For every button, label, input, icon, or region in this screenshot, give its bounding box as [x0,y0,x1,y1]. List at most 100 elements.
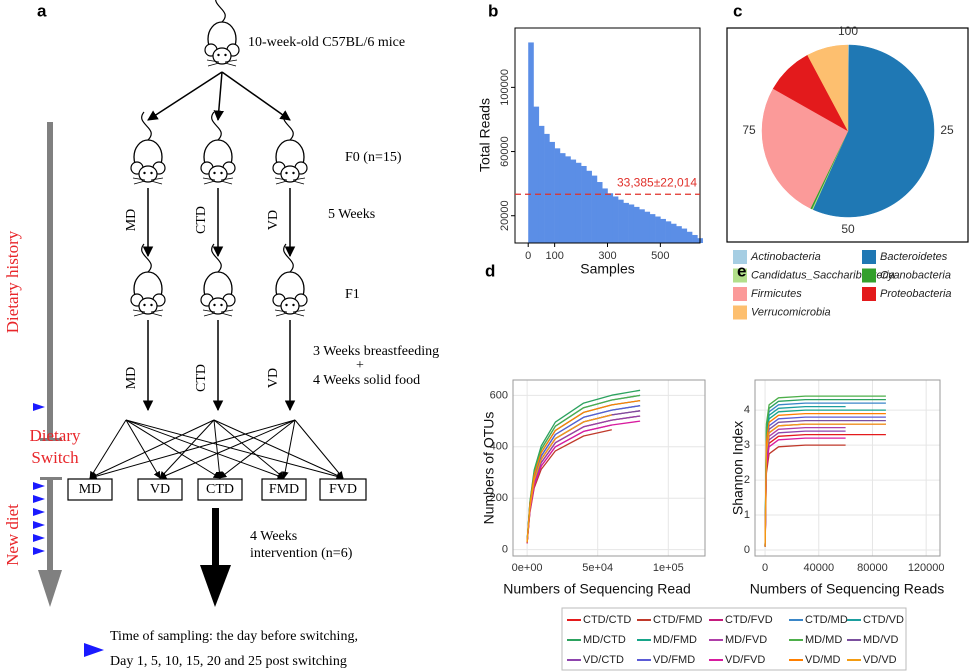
bar [538,125,545,243]
x-tick-label: 0e+00 [512,562,543,574]
bar [544,133,550,243]
panel-label: e [737,261,746,280]
bar [533,106,540,243]
x-tick-label: 5e+04 [582,562,613,574]
x-tick-label: 500 [651,250,669,262]
bar [565,156,571,243]
timeline-label: Switch [31,448,79,467]
arrow [213,71,225,122]
generation-label: F1 [345,287,360,302]
bar [628,204,635,243]
diet-box-label: MD [79,482,102,497]
y-axis-title: Numbers of OTUs [481,412,497,525]
x-axis-title: Numbers of Sequencing Reads [750,581,945,597]
bar [607,193,614,243]
bar [681,228,688,243]
mean-label: 33,385±22,014 [617,175,697,189]
diet-box [197,478,243,501]
y-tick-label: 4 [744,404,750,416]
diet-label: CTD [194,206,209,234]
assignment-line [89,419,296,480]
diet-box [261,478,307,501]
bar [623,202,629,243]
timeline-label: New diet [3,504,22,566]
y-tick-label: 20000 [499,200,511,231]
founder-label: 10-week-old C57BL/6 mice [248,35,405,50]
arrow [221,71,291,121]
legend-swatch [862,250,876,264]
legend-swatch [733,250,747,264]
panel-label: d [485,261,495,280]
panel-label: b [488,1,498,20]
y-tick-label: 600 [490,389,508,401]
bar [644,211,651,243]
y-tick-label: 200 [490,492,508,504]
y-axis-title: Total Reads [477,98,493,172]
diet-box-label: FMD [269,482,299,497]
legend-label: CTD/FMD [653,614,703,626]
legend-label: MD/CTD [583,634,626,646]
assignment-line [125,419,221,479]
plot-frame [754,379,941,557]
curve [526,414,612,543]
x-tick-label: 0 [762,562,768,574]
assignment-line [213,419,223,479]
assignment-line [294,419,344,479]
x-tick-label: 80000 [857,562,888,574]
sampling-note: Time of sampling: the day before switchi… [110,629,358,644]
diet-box [67,478,113,501]
mouse [200,111,236,185]
timeline [33,122,231,657]
bar [586,170,592,243]
curve [764,423,886,547]
y-tick-label: 1 [744,509,750,521]
x-tick-label: 40000 [803,562,834,574]
assignment-line [219,419,296,479]
diet-label: CTD [194,364,209,392]
diet-box [137,478,183,501]
legend-label: Firmicutes [751,288,802,300]
bar [660,218,666,243]
legend-label: CTD/CTD [583,614,631,626]
bar [528,42,534,243]
legend-swatch [733,305,747,320]
bar [602,188,608,243]
y-tick-label: 2 [744,474,750,486]
legend-label: MD/MD [805,634,842,646]
period-label: + [356,358,364,373]
bar [575,162,582,243]
bar [633,206,640,243]
y-axis-title: Shannon Index [730,421,746,515]
diet-box-label: VD [150,482,170,497]
legend-label: Bacteroidetes [880,251,948,263]
diet-label: MD [124,367,139,390]
assignment-line [125,419,285,480]
angle-tick-label: 75 [742,123,756,137]
assignment-line [125,419,344,480]
y-tick-label: 400 [490,441,508,453]
panel-label: a [37,1,47,20]
bar [665,221,672,243]
panel-label: c [733,1,742,20]
legend-label: Cyanobacteria [880,269,951,281]
bar [549,141,555,243]
legend-label: VD/VD [863,654,897,666]
y-tick-label: 100000 [499,69,511,106]
y-tick-label: 60000 [499,136,511,167]
generation-label: F0 (n=15) [345,150,402,165]
diet-label: MD [124,209,139,232]
diet-label: VD [266,368,281,388]
bar [559,153,566,243]
mouse [130,111,166,185]
legend-label: MD/FVD [725,634,767,646]
sampling-note: Day 1, 5, 10, 15, 20 and 25 post switchi… [110,654,347,669]
mouse [272,111,308,185]
x-tick-label: 1e+05 [653,562,684,574]
x-axis-title: Samples [580,261,634,277]
angle-tick-label: 50 [841,222,855,236]
timeline-label: Dietary history [3,230,22,333]
assignment-line [89,419,127,479]
legend-label: VD/FMD [653,654,695,666]
angle-tick-label: 25 [940,123,954,137]
period-label: 5 Weeks [328,207,375,222]
